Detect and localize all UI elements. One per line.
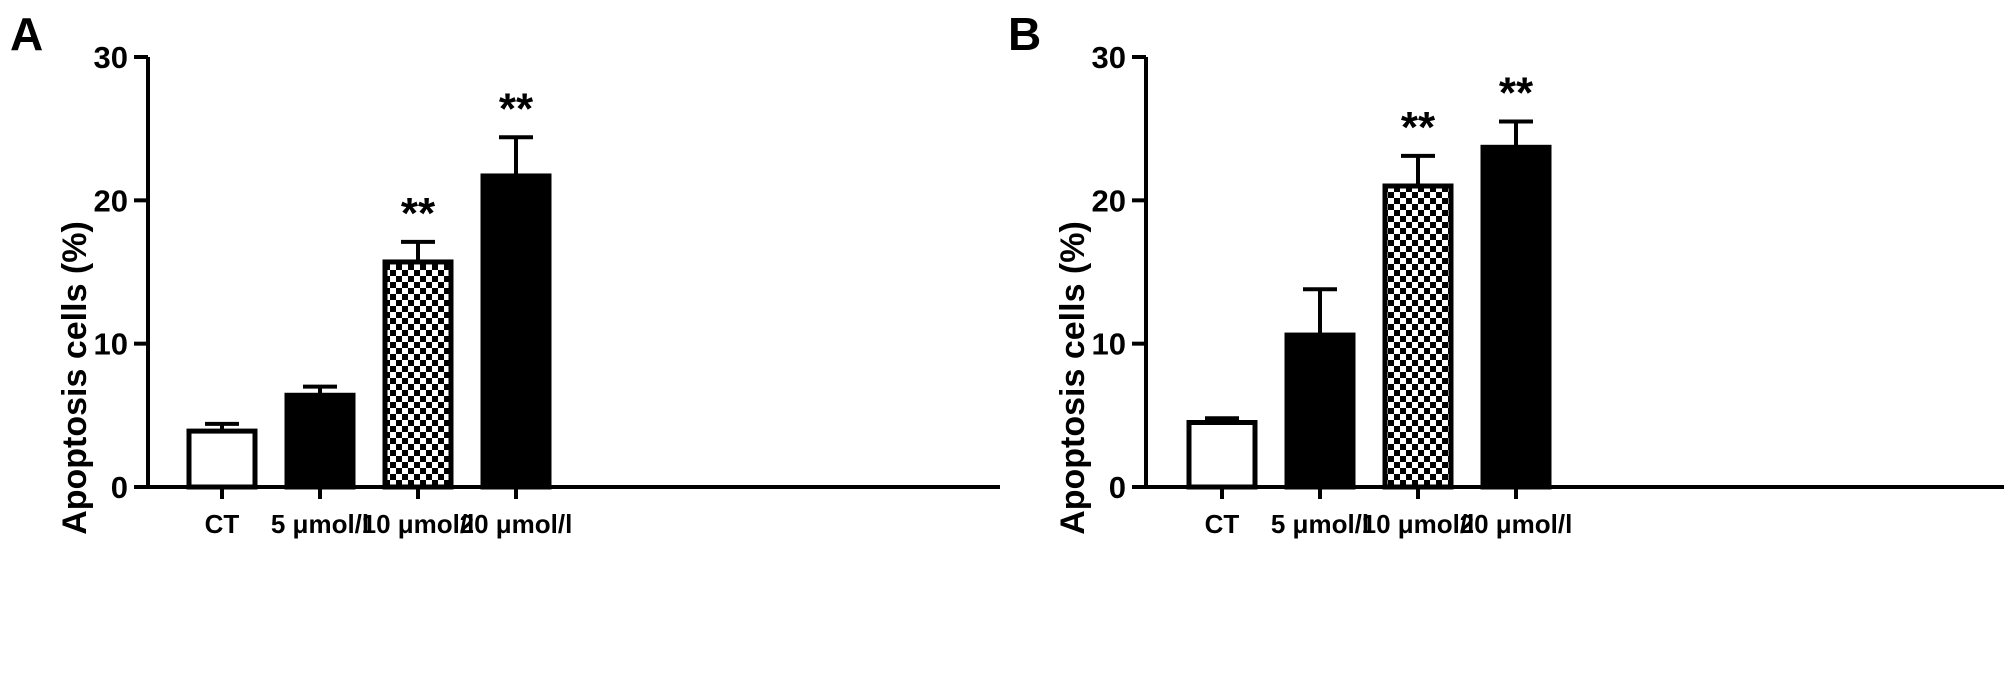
bar-chart-b: B Apoptosis cells (%) 0 10 20 30 CT 5 μmol/l1…	[1008, 8, 2004, 539]
y-tick-label: 0	[1109, 470, 1126, 505]
bar	[382, 259, 454, 490]
plot-area: 0 10 20 30 CT 5 μmol/l10 μmol/l ** 20 μmol/l **	[1092, 40, 2004, 539]
x-tick-label: 20 μmol/l	[460, 509, 573, 539]
y-tick-label: 30	[94, 40, 128, 75]
plot-area: 0 10 20 30 CT 5 μmol/l10 μmol/l ** 20 μmol/l **	[94, 40, 1000, 539]
y-tick-label: 10	[94, 327, 128, 362]
bar	[284, 392, 356, 490]
panel-b: B Apoptosis cells (%) 0 10 20 30 CT 5 μmol/l 1…	[1004, 0, 2008, 696]
bar	[1284, 332, 1356, 490]
x-tick-label: 5 μmol/l	[1271, 509, 1369, 539]
significance-label: **	[1499, 69, 1534, 118]
panel-a: A Apoptosis cells (%) 0 10 20 30 CT 5 μmol/l 1…	[10, 8, 1000, 539]
y-axis-label: Apoptosis cells (%)	[1054, 221, 1092, 535]
y-axis-label: Apoptosis cells (%)	[56, 221, 94, 535]
panel-label: B	[1008, 8, 1041, 60]
x-tick-label: CT	[1205, 509, 1240, 539]
panel-label: A	[10, 8, 43, 60]
bar	[186, 428, 258, 490]
y-tick-label: 20	[94, 183, 128, 218]
y-tick-label: 30	[1092, 40, 1126, 75]
significance-label: **	[401, 189, 436, 238]
significance-label: **	[1401, 103, 1436, 152]
x-tick-label: 5 μmol/l	[271, 509, 369, 539]
y-tick-label: 0	[111, 470, 128, 505]
bar	[1186, 420, 1258, 490]
x-tick-label: 10 μmol/l	[1362, 509, 1475, 539]
x-tick-label: 10 μmol/l	[362, 509, 475, 539]
significance-label: **	[499, 84, 534, 133]
bar	[1382, 183, 1454, 490]
y-tick-label: 10	[1092, 327, 1126, 362]
bar	[1480, 144, 1552, 490]
bar	[480, 173, 552, 490]
bar-chart-a: A Apoptosis cells (%) 0 10 20 30 CT 5 μmol/l1…	[10, 8, 1000, 539]
x-tick-label: 20 μmol/l	[1460, 509, 1573, 539]
y-tick-label: 20	[1092, 183, 1126, 218]
x-tick-label: CT	[205, 509, 240, 539]
